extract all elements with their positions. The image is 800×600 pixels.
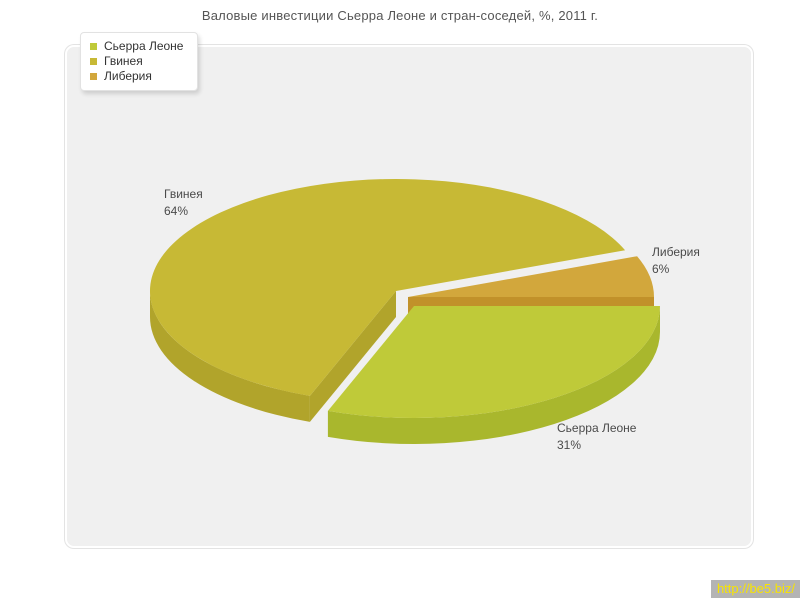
legend-item: Либерия	[90, 69, 183, 84]
page-title: Валовые инвестиции Сьерра Леоне и стран-…	[201, 8, 599, 23]
legend-label: Либерия	[104, 69, 152, 83]
slice-label-percent: 6%	[652, 262, 670, 276]
slice-label-percent: 31%	[557, 438, 582, 452]
pie-slice-face	[309, 291, 396, 422]
pie-slice-face	[327, 306, 660, 418]
pie-slice-face	[408, 256, 654, 297]
slice-label-guinea: Гвинея 64%	[164, 186, 203, 220]
legend-item: Гвинея	[90, 54, 183, 69]
slice-label-sierra-leone: Сьерра Леоне 31%	[557, 420, 636, 454]
slice-label-liberia: Либерия 6%	[652, 244, 700, 278]
slice-label-name: Либерия	[652, 245, 700, 259]
pie-slice-face	[327, 306, 660, 444]
legend-swatch-icon	[90, 43, 97, 50]
footer-link[interactable]: http://be5.biz/	[710, 580, 800, 598]
legend-swatch-icon	[90, 73, 97, 80]
slice-label-percent: 64%	[164, 204, 189, 218]
slice-label-name: Сьерра Леоне	[557, 421, 637, 435]
legend-label: Гвинея	[104, 54, 143, 68]
legend-item: Сьерра Леоне	[90, 39, 183, 54]
legend-swatch-icon	[90, 58, 97, 65]
legend-label: Сьерра Леоне	[104, 39, 184, 53]
slice-label-name: Гвинея	[164, 187, 203, 201]
chart-legend: Сьерра Леоне Гвинея Либерия	[80, 32, 199, 91]
pie-slice-face	[149, 178, 626, 396]
pie-slice-face	[150, 291, 310, 422]
